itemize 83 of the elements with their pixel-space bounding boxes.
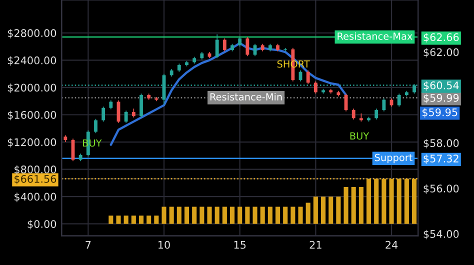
candlestick <box>374 108 378 120</box>
bar <box>396 178 402 224</box>
ref-line-label: Resistance-Max <box>338 32 412 40</box>
y-tick-label: $661.56 <box>14 174 56 184</box>
bar <box>404 178 409 224</box>
y-tick-label: $1200.00 <box>8 138 56 148</box>
bar <box>169 206 174 224</box>
bar <box>230 206 235 224</box>
bar <box>320 196 326 224</box>
bar <box>138 216 144 224</box>
y2-tick-label: $59.99 <box>424 94 459 104</box>
candlestick <box>306 70 310 84</box>
bar <box>328 196 334 224</box>
candlestick <box>140 93 143 118</box>
bar <box>389 178 394 224</box>
bar <box>382 178 386 224</box>
bar <box>222 206 227 224</box>
bar <box>200 206 204 224</box>
bar <box>192 206 197 224</box>
candlestick <box>238 36 242 47</box>
bar <box>146 216 152 224</box>
y-tick-label: $400.00 <box>14 192 56 202</box>
bar <box>374 178 379 224</box>
y2-tick-label: $62.00 <box>424 48 459 58</box>
x-tick-label: 21 <box>310 240 322 249</box>
bar <box>358 187 364 224</box>
annotation: BUY <box>350 132 370 140</box>
y2-tick-label: $57.32 <box>424 154 458 164</box>
candlestick <box>124 110 128 124</box>
bar <box>207 206 212 224</box>
text: $59.95 <box>422 108 458 118</box>
bar <box>108 216 114 224</box>
candlestick <box>222 38 226 52</box>
bar <box>268 206 272 224</box>
candlestick <box>102 106 106 122</box>
ref-line-label: Support <box>374 154 412 164</box>
bar <box>275 206 280 224</box>
bar <box>238 206 242 224</box>
x-tick-label: 7 <box>86 241 91 249</box>
y-tick-label: $1600.00 <box>8 110 56 120</box>
candlestick <box>352 108 356 120</box>
bar <box>313 196 318 224</box>
x-tick-label: 24 <box>386 240 398 249</box>
bar <box>298 206 303 224</box>
candlestick <box>382 98 386 112</box>
y-tick-label: $2000.00 <box>8 84 56 93</box>
ref-line-label: Resistance-Min <box>210 93 282 101</box>
bar <box>162 206 166 224</box>
bar <box>184 206 190 224</box>
bar <box>283 206 288 224</box>
bar <box>131 216 136 224</box>
bar <box>176 206 182 224</box>
x-tick-label: 10 <box>158 240 170 249</box>
y-tick-label: $800.00 <box>14 165 56 175</box>
y-tick-label: $0.00 <box>28 220 56 230</box>
bar <box>252 206 258 224</box>
candlestick <box>314 80 318 94</box>
candlestick <box>397 93 401 107</box>
bar <box>290 206 296 224</box>
y2-tick-label: $58.00 <box>424 138 459 148</box>
candlestick <box>215 34 219 59</box>
bar <box>116 216 121 224</box>
bar <box>245 206 250 224</box>
candlestick <box>246 36 250 57</box>
y-tick-label: $2400.00 <box>8 56 56 66</box>
bar <box>336 196 341 224</box>
bar <box>351 187 356 224</box>
bar <box>124 216 128 224</box>
y2-tick-label: $54.00 <box>424 230 459 240</box>
y2-tick-label: $60.54 <box>424 81 459 91</box>
bar <box>344 187 348 224</box>
bar <box>260 206 265 224</box>
bar <box>412 178 417 224</box>
bar <box>366 178 372 224</box>
y2-tick-label: $62.66 <box>424 33 459 43</box>
bar <box>154 216 159 224</box>
candlestick <box>253 43 257 57</box>
y-tick-label: $2800.00 <box>8 28 56 38</box>
candlestick <box>94 118 98 134</box>
y2-tick-label: $56.00 <box>424 184 459 194</box>
bar <box>214 206 220 224</box>
bar <box>306 202 310 224</box>
x-tick-label: 15 <box>234 241 246 249</box>
